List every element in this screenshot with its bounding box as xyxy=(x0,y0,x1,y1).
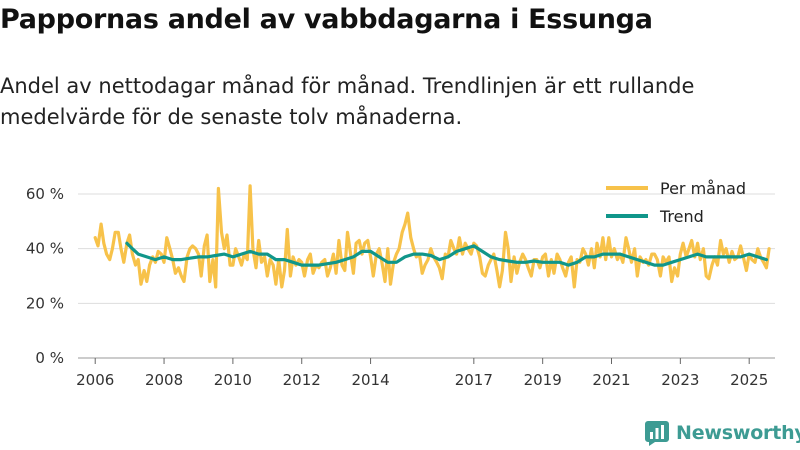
x-axis: 2006 2008 2010 2012 2014 2017 2019 2021 2023 2025 xyxy=(76,358,768,389)
newsworthy-logo: Newsworthy xyxy=(644,420,800,446)
series-line-trend xyxy=(125,241,768,267)
x-tick-label: 2025 xyxy=(730,371,768,389)
y-tick-label: 60 % xyxy=(26,185,64,203)
newsworthy-icon xyxy=(645,421,669,446)
series-layer xyxy=(93,184,771,289)
x-tick-label: 2017 xyxy=(455,371,493,389)
x-tick-label: 2021 xyxy=(592,371,630,389)
x-tick-label: 2006 xyxy=(76,371,114,389)
x-tick-label: 2014 xyxy=(351,371,389,389)
y-tick-label: 40 % xyxy=(26,240,64,258)
brand-name: Newsworthy xyxy=(676,422,800,444)
legend-item-trend-label: Trend xyxy=(659,207,704,226)
x-tick-label: 2010 xyxy=(214,371,252,389)
x-tick-label: 2019 xyxy=(524,371,562,389)
x-tick-label: 2008 xyxy=(145,371,183,389)
x-tick-label: 2012 xyxy=(283,371,321,389)
chart-subtitle: Andel av nettodagar månad för månad. Tre… xyxy=(0,74,695,129)
y-tick-label: 0 % xyxy=(35,349,64,367)
x-tick-label: 2023 xyxy=(661,371,699,389)
y-axis: 0 % 20 % 40 % 60 % xyxy=(26,185,64,367)
chart-title: Pappornas andel av vabbdagarna i Essunga xyxy=(0,4,653,35)
series-line-per-manad xyxy=(93,184,771,289)
y-tick-label: 20 % xyxy=(26,294,64,312)
legend: Per månad Trend xyxy=(606,179,746,226)
legend-item-per-manad-label: Per månad xyxy=(660,179,746,198)
